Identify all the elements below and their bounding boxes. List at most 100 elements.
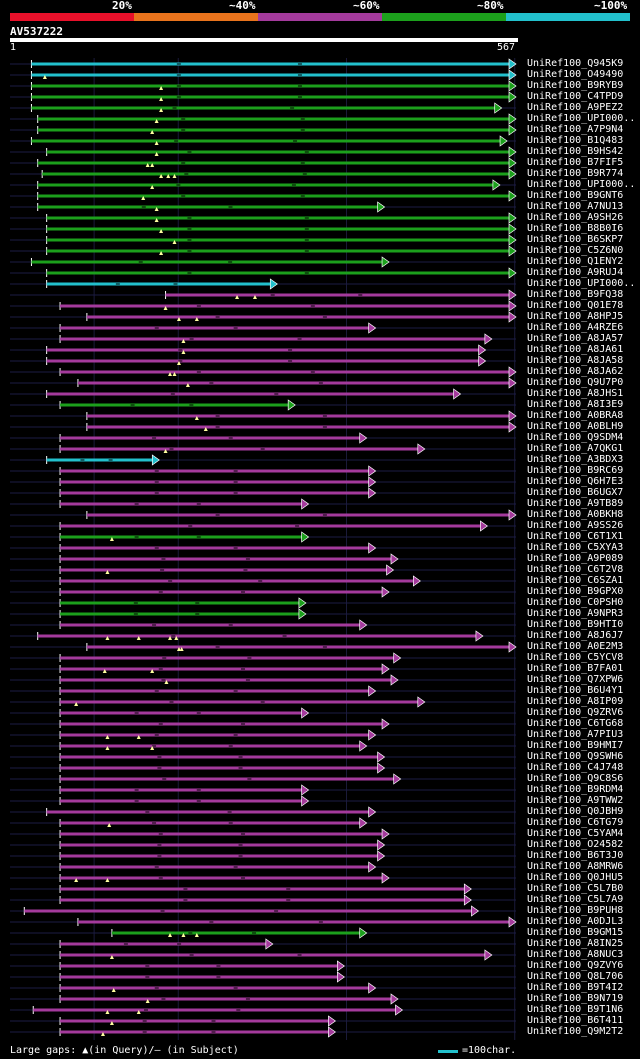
hit-label[interactable]: UniRef100_A7NU13	[527, 201, 624, 212]
hit-label[interactable]: UniRef100_B6T3J0	[527, 850, 624, 861]
hit-label[interactable]: UniRef100_A0BRA8	[527, 410, 624, 421]
hit-label[interactable]: UniRef100_A9TWW2	[527, 795, 624, 806]
hit-arrow-icon	[393, 652, 402, 664]
hit-label[interactable]: UniRef100_Q7XPW6	[527, 674, 624, 685]
hit-label[interactable]: UniRef100_B6U4Y1	[527, 685, 624, 696]
hit-label[interactable]: UniRef100_Q1ENY2	[527, 256, 624, 267]
hit-label[interactable]: UniRef100_B9PUH8	[527, 905, 624, 916]
query-gap-icon	[74, 702, 79, 706]
hit-label[interactable]: UniRef100_UPI000..	[527, 278, 636, 289]
hit-label[interactable]: UniRef100_O24582	[527, 839, 624, 850]
hit-label[interactable]: UniRef100_B9HS42	[527, 146, 624, 157]
hit-arrow-icon	[508, 168, 517, 180]
hit-label[interactable]: UniRef100_B9N719	[527, 993, 624, 1004]
hit-label[interactable]: UniRef100_B9HMI7	[527, 740, 624, 751]
hit-label[interactable]: UniRef100_A9P089	[527, 553, 624, 564]
hit-label[interactable]: UniRef100_A0DJL3	[527, 916, 624, 927]
hit-label[interactable]: UniRef100_C5Z6N0	[527, 245, 624, 256]
hit-label[interactable]: UniRef100_Q0JBH9	[527, 806, 624, 817]
hit-label[interactable]: UniRef100_B9T1N6	[527, 1004, 624, 1015]
hit-label[interactable]: UniRef100_A9NPR3	[527, 608, 624, 619]
hit-arrow-icon	[381, 872, 390, 884]
hit-label[interactable]: UniRef100_Q9ZRV6	[527, 707, 624, 718]
hit-label[interactable]: UniRef100_A9RUJ4	[527, 267, 624, 278]
hit-label[interactable]: UniRef100_UPI000..	[527, 179, 636, 190]
hit-label[interactable]: UniRef100_A9SS26	[527, 520, 624, 531]
hit-label[interactable]: UniRef100_A8JHS1	[527, 388, 624, 399]
hit-label[interactable]: UniRef100_A8I3E9	[527, 399, 624, 410]
hit-label[interactable]: UniRef100_B1Q483	[527, 135, 624, 146]
hit-label[interactable]: UniRef100_A0BKH8	[527, 509, 624, 520]
hit-label[interactable]: UniRef100_A8JA61	[527, 344, 624, 355]
hit-label[interactable]: UniRef100_Q0JHU5	[527, 872, 624, 883]
hit-label[interactable]: UniRef100_A8J6J7	[527, 630, 624, 641]
hit-label[interactable]: UniRef100_C6T1X1	[527, 531, 624, 542]
hit-label[interactable]: UniRef100_A8HPJ5	[527, 311, 624, 322]
hit-label[interactable]: UniRef100_Q9SWH6	[527, 751, 624, 762]
hit-label[interactable]: UniRef100_A0BLH9	[527, 421, 624, 432]
hit-label[interactable]: UniRef100_B9FQ38	[527, 289, 624, 300]
hit-label[interactable]: UniRef100_Q01E78	[527, 300, 624, 311]
hit-label[interactable]: UniRef100_A7PIU3	[527, 729, 624, 740]
hit-label[interactable]: UniRef100_C6T2V8	[527, 564, 624, 575]
hit-label[interactable]: UniRef100_A7QKG1	[527, 443, 624, 454]
query-gap-icon	[172, 372, 177, 376]
hit-label[interactable]: UniRef100_Q9ZVY6	[527, 960, 624, 971]
query-gap-icon	[105, 1010, 110, 1014]
hit-label[interactable]: UniRef100_A0E2M3	[527, 641, 624, 652]
hit-label[interactable]: UniRef100_A8IN25	[527, 938, 624, 949]
hit-label[interactable]: UniRef100_A3BDX3	[527, 454, 624, 465]
hit-label[interactable]: UniRef100_B8B0I6	[527, 223, 624, 234]
hit-label[interactable]: UniRef100_C5L7A9	[527, 894, 624, 905]
query-name[interactable]: AV537222	[10, 25, 63, 38]
hit-label[interactable]: UniRef100_A8MRW6	[527, 861, 624, 872]
hit-label[interactable]: UniRef100_A7P9N4	[527, 124, 624, 135]
hit-label[interactable]: UniRef100_C0PSH0	[527, 597, 624, 608]
hit-label[interactable]: UniRef100_Q9SDM4	[527, 432, 624, 443]
hit-label[interactable]: UniRef100_Q9U7P0	[527, 377, 624, 388]
hit-arrow-icon	[359, 740, 368, 752]
hit-label[interactable]: UniRef100_B7FIF5	[527, 157, 624, 168]
hit-label[interactable]: UniRef100_A9PEZ2	[527, 102, 624, 113]
hit-label[interactable]: UniRef100_B6T411	[527, 1015, 624, 1026]
hit-label[interactable]: UniRef100_Q8L706	[527, 971, 624, 982]
hit-label[interactable]: UniRef100_B9GM15	[527, 927, 624, 938]
hit-label[interactable]: UniRef100_A8NUC3	[527, 949, 624, 960]
hit-label[interactable]: UniRef100_UPI000..	[527, 113, 636, 124]
hit-label[interactable]: UniRef100_C4TPD9	[527, 91, 624, 102]
hit-label[interactable]: UniRef100_C4J748	[527, 762, 624, 773]
hit-label[interactable]: UniRef100_A8JA62	[527, 366, 624, 377]
hit-label[interactable]: UniRef100_Q945K9	[527, 58, 624, 69]
hit-label[interactable]: UniRef100_B9T4I2	[527, 982, 624, 993]
hit-label[interactable]: UniRef100_B9GPX0	[527, 586, 624, 597]
hit-label[interactable]: UniRef100_A8JA57	[527, 333, 624, 344]
hit-label[interactable]: UniRef100_O49490	[527, 69, 624, 80]
hit-label[interactable]: UniRef100_B9RDM4	[527, 784, 624, 795]
hit-label[interactable]: UniRef100_A9TB89	[527, 498, 624, 509]
hit-label[interactable]: UniRef100_A4RZE6	[527, 322, 624, 333]
hit-label[interactable]: UniRef100_Q9C8S6	[527, 773, 624, 784]
hit-label[interactable]: UniRef100_C6TG79	[527, 817, 624, 828]
hit-label[interactable]: UniRef100_B9RC69	[527, 465, 624, 476]
hit-label[interactable]: UniRef100_A9SH26	[527, 212, 624, 223]
hit-label[interactable]: UniRef100_C6SZA1	[527, 575, 624, 586]
hit-label[interactable]: UniRef100_Q9M2T2	[527, 1026, 624, 1037]
hit-label[interactable]: UniRef100_Q6H7E3	[527, 476, 624, 487]
hit-label[interactable]: UniRef100_A8JA58	[527, 355, 624, 366]
hit-label[interactable]: UniRef100_A8IP09	[527, 696, 624, 707]
hit-label[interactable]: UniRef100_C5YAM4	[527, 828, 624, 839]
hit-arrow-icon	[508, 146, 517, 158]
hit-label[interactable]: UniRef100_B6SKP7	[527, 234, 624, 245]
hit-label[interactable]: UniRef100_B9GNT6	[527, 190, 624, 201]
gaps-legend: Large gaps: ▲(in Query)/– (in Subject)	[10, 1045, 239, 1056]
hit-label[interactable]: UniRef100_C6TG68	[527, 718, 624, 729]
hit-label[interactable]: UniRef100_C5XYA3	[527, 542, 624, 553]
hit-label[interactable]: UniRef100_B9RYB9	[527, 80, 624, 91]
hit-label[interactable]: UniRef100_C5L7B0	[527, 883, 624, 894]
hit-label[interactable]: UniRef100_B7FA01	[527, 663, 624, 674]
hit-label[interactable]: UniRef100_B9HTI0	[527, 619, 624, 630]
hit-label[interactable]: UniRef100_B9R774	[527, 168, 624, 179]
hit-label[interactable]: UniRef100_B6UGX7	[527, 487, 624, 498]
query-gap-icon	[105, 735, 110, 739]
hit-label[interactable]: UniRef100_C5YCV8	[527, 652, 624, 663]
